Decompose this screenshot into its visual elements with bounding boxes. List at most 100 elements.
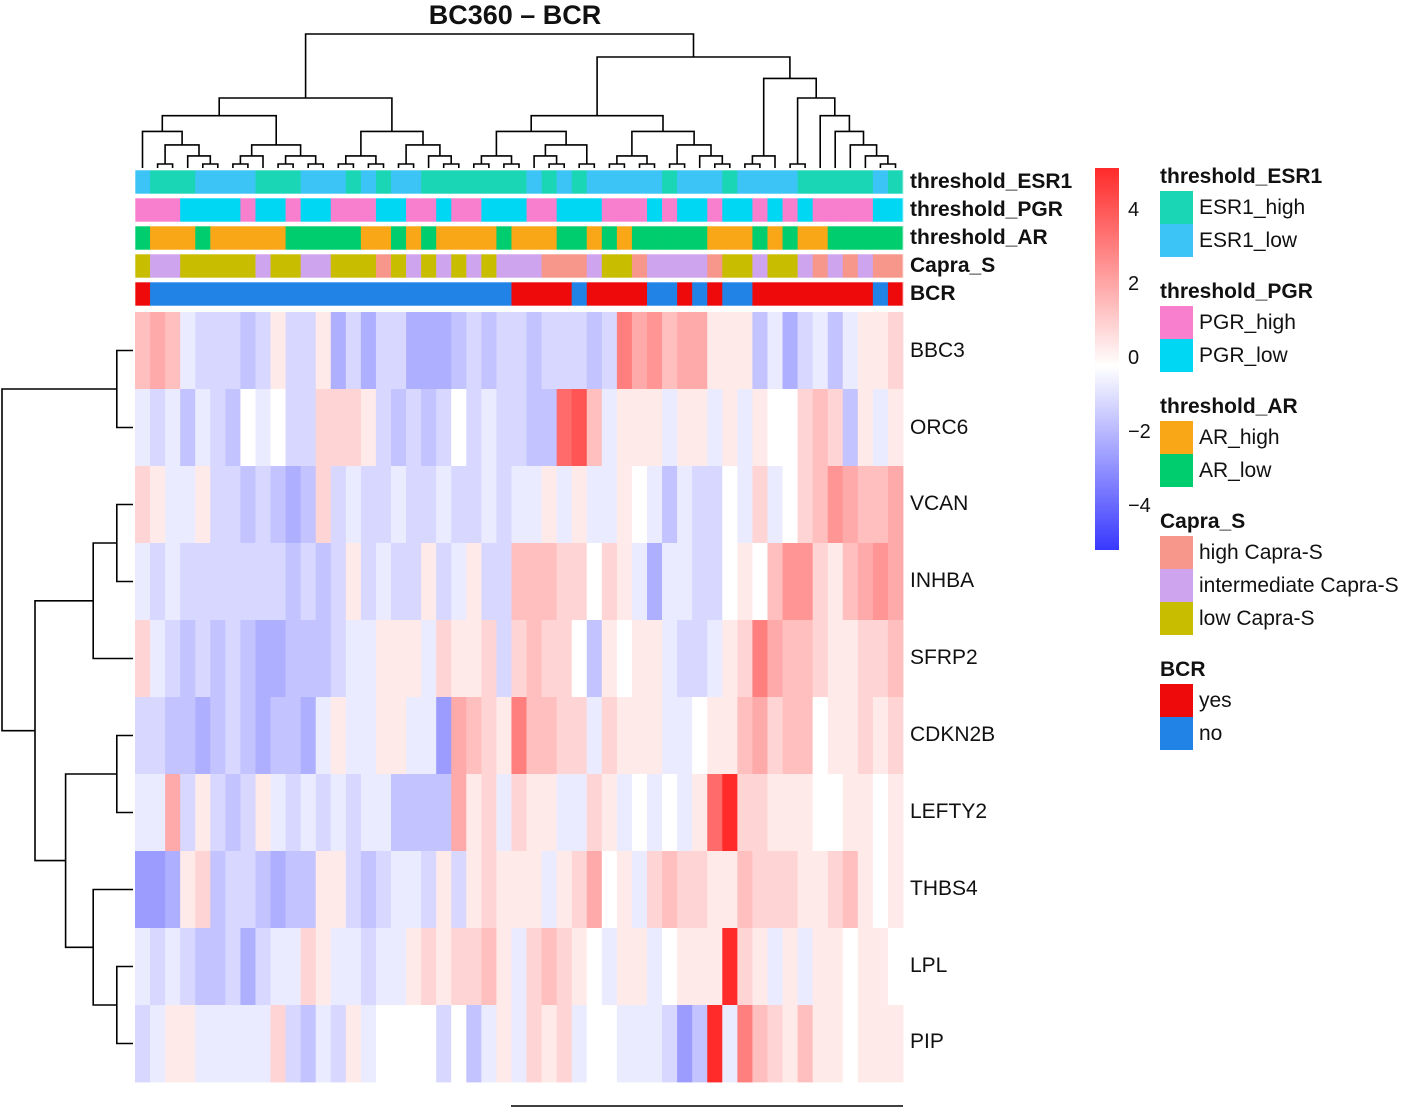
heatmap-cell: [165, 466, 181, 544]
annotation-track-border: [134, 197, 904, 223]
heatmap-cell: [180, 312, 196, 390]
heatmap-cell: [466, 928, 482, 1006]
heatmap-cell: [842, 697, 859, 775]
annotation-cell: [466, 254, 482, 278]
heatmap-cell: [451, 543, 467, 621]
heatmap-cell: [601, 774, 618, 852]
annotation-cell: [511, 282, 527, 306]
heatmap-cell: [481, 312, 497, 390]
annotation-cell: [586, 282, 603, 306]
annotation-cell: [782, 282, 798, 306]
heatmap-cell: [300, 928, 317, 1006]
legend-label: AR_high: [1199, 425, 1280, 449]
heatmap-cell: [135, 312, 151, 390]
heatmap-cell: [616, 1005, 633, 1083]
heatmap-cell: [782, 620, 798, 698]
heatmap-cell: [616, 312, 633, 390]
heatmap-cell: [662, 389, 678, 467]
heatmap-cell: [150, 697, 166, 775]
annotation-cell: [601, 226, 618, 250]
heatmap-cell: [511, 543, 527, 621]
heatmap-cell: [421, 774, 437, 852]
annotation-cell: [285, 254, 302, 278]
heatmap-cell: [135, 543, 151, 621]
heatmap-cell: [225, 620, 241, 698]
column-dendrogram-link: [578, 163, 596, 168]
heatmap-cell: [481, 774, 497, 852]
annotation-cell: [496, 282, 512, 306]
heatmap-cell: [526, 851, 542, 929]
heatmap-cell: [436, 1005, 452, 1083]
annotation-cell: [601, 198, 618, 222]
heatmap-cell: [330, 620, 347, 698]
heatmap-cell: [360, 466, 377, 544]
heatmap-cell: [707, 697, 723, 775]
column-dendrogram-link: [751, 155, 776, 168]
heatmap-cell: [345, 1005, 362, 1083]
heatmap-cell: [391, 312, 407, 390]
heatmap-cell: [135, 389, 151, 467]
annotation-cell: [541, 282, 558, 306]
heatmap-cell: [270, 1005, 286, 1083]
heatmap-cell: [375, 1005, 392, 1083]
annotation-cell: [842, 254, 859, 278]
heatmap-cell: [631, 1005, 648, 1083]
heatmap-cell: [210, 312, 226, 390]
legend-title: Capra_S: [1160, 510, 1246, 533]
heatmap-cell: [767, 466, 783, 544]
heatmap-cell: [541, 543, 558, 621]
annotation-cell: [270, 282, 286, 306]
heatmap-cell: [436, 543, 452, 621]
heatmap-cell: [767, 543, 783, 621]
heatmap-cell: [360, 620, 377, 698]
gene-label: LEFTY2: [910, 800, 988, 823]
annotation-cell: [315, 226, 332, 250]
heatmap-cell: [345, 466, 362, 544]
column-dendrogram-link: [442, 163, 460, 168]
heatmap-cell: [662, 697, 678, 775]
column-dendrogram-link: [834, 130, 865, 168]
heatmap-cell: [285, 389, 302, 467]
heatmap-cell: [616, 466, 633, 544]
annotation-label-bcr: BCR: [910, 282, 956, 305]
row-dendrogram-link: [34, 600, 94, 862]
heatmap-cell: [210, 774, 226, 852]
heatmap-cell: [647, 1005, 663, 1083]
annotation-cell: [511, 198, 527, 222]
heatmap-cell: [225, 312, 241, 390]
heatmap-cell: [150, 312, 166, 390]
row-dendrogram-link: [1, 388, 117, 732]
heatmap-cell: [436, 389, 452, 467]
annotation-cell: [150, 226, 166, 250]
annotation-cell: [812, 170, 829, 194]
annotation-cell: [782, 254, 798, 278]
heatmap-cell: [406, 543, 422, 621]
annotation-cell: [692, 282, 708, 306]
annotation-cell: [375, 170, 392, 194]
heatmap-cell: [857, 851, 874, 929]
heatmap-cell: [782, 389, 798, 467]
heatmap-cell: [872, 620, 889, 698]
annotation-cell: [586, 226, 603, 250]
heatmap-cell: [315, 466, 332, 544]
column-dendrogram-link: [141, 130, 183, 168]
heatmap-cell: [857, 389, 874, 467]
heatmap-cell: [285, 620, 302, 698]
heatmap-cell: [767, 389, 783, 467]
heatmap-cell: [872, 389, 889, 467]
gene-label: PIP: [910, 1030, 944, 1053]
annotation-cell: [692, 198, 708, 222]
heatmap-cell: [195, 697, 211, 775]
annotation-cell: [225, 226, 241, 250]
heatmap-cell: [255, 466, 271, 544]
heatmap-cell: [300, 774, 317, 852]
annotation-cell: [887, 282, 904, 306]
heatmap-cell: [421, 1005, 437, 1083]
annotation-cell: [722, 170, 738, 194]
heatmap-cell: [360, 312, 377, 390]
heatmap-cell: [345, 928, 362, 1006]
annotation-cell: [195, 282, 211, 306]
annotation-cell: [360, 198, 377, 222]
annotation-cell: [255, 254, 271, 278]
heatmap-cell: [270, 312, 286, 390]
